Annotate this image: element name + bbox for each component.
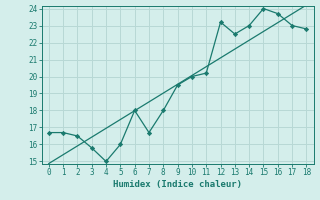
X-axis label: Humidex (Indice chaleur): Humidex (Indice chaleur) (113, 180, 242, 189)
